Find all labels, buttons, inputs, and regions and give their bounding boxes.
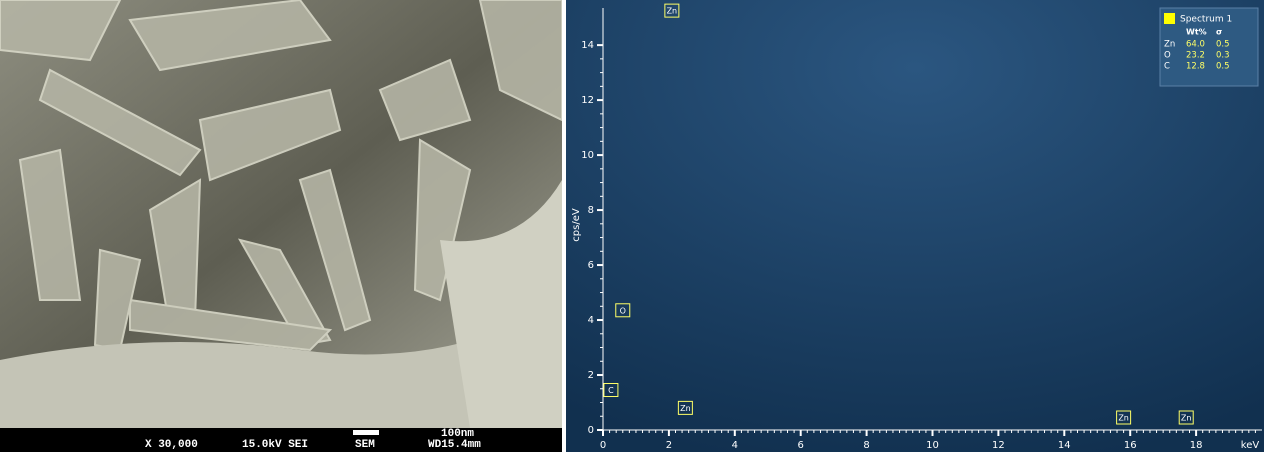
x-tick-label: 2: [666, 440, 672, 451]
peak-label: C: [608, 386, 614, 395]
y-tick-label: 8: [588, 205, 594, 216]
legend-cell: 64.0: [1186, 40, 1205, 50]
voltage: 15.0kV SEI: [242, 439, 308, 451]
page: X 30,000 15.0kV SEI SEM 100nm WD15.4mm c…: [0, 0, 1264, 452]
mode: SEM: [355, 439, 375, 451]
x-tick-label: 10: [926, 440, 939, 451]
peak-label: Zn: [667, 7, 678, 16]
sem-image: X 30,000 15.0kV SEI SEM 100nm WD15.4mm: [0, 0, 562, 452]
legend-cell: 0.5: [1216, 62, 1230, 72]
x-axis-label: keV: [1241, 440, 1260, 451]
y-axis-label: cps/eV: [571, 208, 582, 242]
x-tick-label: 8: [863, 440, 869, 451]
peak-label: Zn: [1118, 414, 1129, 423]
legend-column: σ: [1216, 28, 1222, 37]
y-tick-label: 2: [588, 370, 594, 381]
scale-bar: [353, 430, 379, 435]
x-tick-label: 6: [798, 440, 804, 451]
x-tick-label: 12: [992, 440, 1005, 451]
legend-cell: 0.5: [1216, 40, 1230, 50]
peak-label: O: [620, 306, 626, 315]
legend-cell: C: [1164, 62, 1170, 72]
y-tick-label: 4: [588, 315, 594, 326]
y-tick-label: 12: [581, 95, 594, 106]
x-tick-label: 18: [1190, 440, 1203, 451]
legend-cell: O: [1164, 51, 1171, 61]
y-tick-label: 10: [581, 150, 594, 161]
x-tick-label: 4: [732, 440, 738, 451]
y-tick-label: 6: [588, 260, 594, 271]
y-tick-label: 14: [581, 40, 594, 51]
legend-cell: 0.3: [1216, 51, 1230, 61]
magnification: X 30,000: [145, 439, 198, 451]
legend-cell: Zn: [1164, 40, 1175, 50]
legend-swatch: [1164, 13, 1175, 24]
legend-column: Wt%: [1186, 28, 1207, 37]
working-distance: WD15.4mm: [428, 439, 481, 451]
x-tick-label: 0: [600, 440, 606, 451]
peak-label: Zn: [1181, 414, 1192, 423]
legend-name: Spectrum 1: [1180, 15, 1232, 25]
x-tick-label: 14: [1058, 440, 1071, 451]
peak-label: Zn: [680, 404, 691, 413]
chart-background: [566, 0, 1264, 452]
legend-cell: 12.8: [1186, 62, 1205, 72]
x-tick-label: 16: [1124, 440, 1137, 451]
y-tick-label: 0: [588, 425, 594, 436]
legend: Spectrum 1 Wt% σ Zn 64.0 0.5 O 23.2 0.3 C 12.8 0.5: [1160, 8, 1258, 86]
legend-cell: 23.2: [1186, 51, 1205, 61]
